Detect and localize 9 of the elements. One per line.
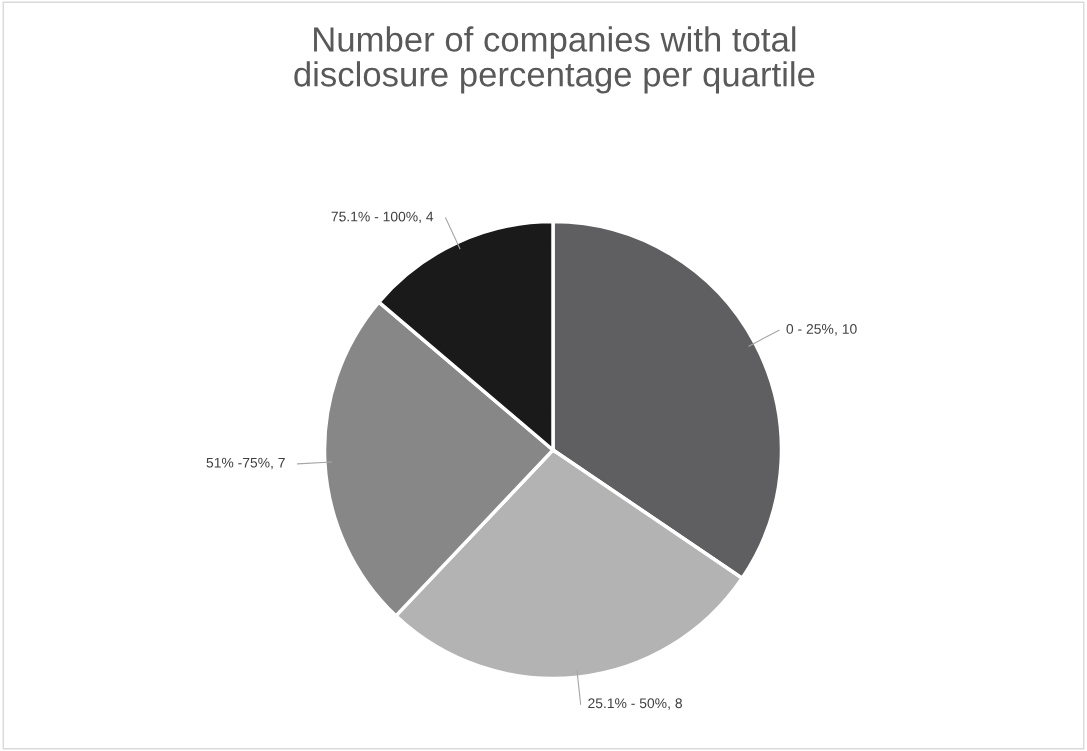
data-label: , 4 bbox=[419, 211, 434, 224]
slice-label: 0 - 25% bbox=[786, 324, 834, 334]
data-label: , 8 bbox=[668, 698, 682, 710]
slice-label: 75.1% - 100% bbox=[331, 211, 418, 222]
chart-title: Number of companies with total disclosure percentage per quartile bbox=[294, 26, 815, 94]
data-label: , 10 bbox=[835, 324, 857, 336]
slice-label: 51% -75% bbox=[206, 457, 270, 468]
data-label: , 7 bbox=[271, 457, 285, 470]
slice-label: 25.1% - 50% bbox=[588, 698, 667, 709]
